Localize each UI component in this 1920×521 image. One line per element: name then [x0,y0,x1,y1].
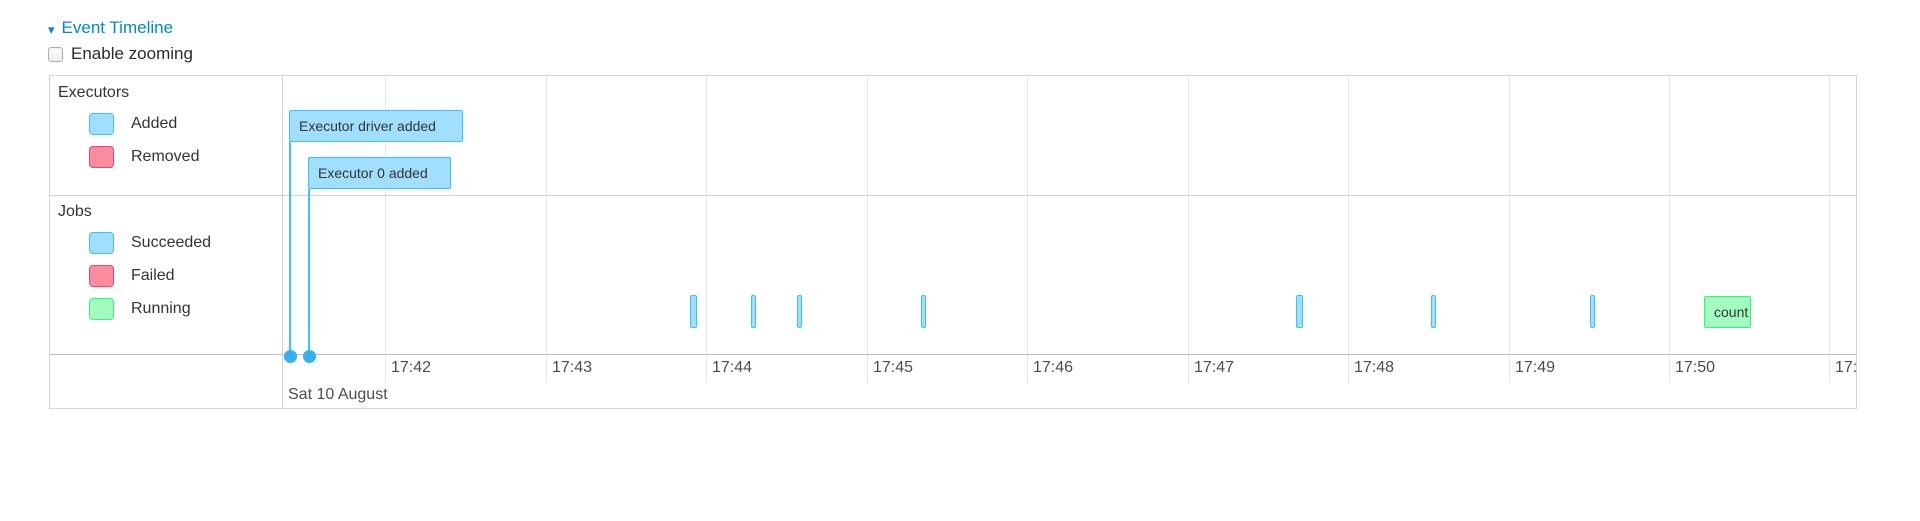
legend-item-label: Failed [131,267,175,284]
timeline-panel: Executors Added Removed Jobs Succeeded Failed… [49,75,1857,409]
job-event-bar[interactable] [1430,295,1436,328]
legend-item-running: Running [89,298,281,320]
running-job-box[interactable]: count [1704,296,1751,328]
job-event-bar[interactable] [750,295,756,328]
time-tick-label: 17:42 [391,359,432,376]
time-tick-label: 17:51 [1835,359,1857,376]
executor-event-line [308,189,310,356]
time-tick-label: 17:46 [1033,359,1074,376]
legend-swatch-running [89,298,114,320]
time-gridline [1188,76,1189,383]
executor-event-dot [283,349,297,363]
time-gridline [546,76,547,383]
legend-group-title: Executors [58,84,130,101]
executor-event-dot [302,349,316,363]
legend-item-added: Added [89,113,281,135]
event-timeline-toggle[interactable]: ▾ Event Timeline [48,18,173,38]
legend-item-label: Added [131,115,178,132]
time-tick-label: 17:50 [1675,359,1716,376]
time-tick-label: 17:45 [873,359,914,376]
job-event-bar[interactable] [920,295,926,328]
job-event-bar[interactable] [689,295,697,328]
time-gridline [1027,76,1028,383]
time-tick-label: 17:43 [552,359,593,376]
enable-zooming-label: Enable zooming [71,44,193,63]
time-axis-line [50,354,1856,355]
executor-event-line [289,142,291,356]
job-event-bar[interactable] [796,295,802,328]
axis-date-label: Sat 10 August [288,386,388,403]
time-tick-label: 17:47 [1194,359,1235,376]
legend-item-label: Running [131,300,191,317]
group-divider [50,195,1856,196]
time-gridline [1509,76,1510,383]
legend-swatch-succeeded [89,232,114,254]
legend-item-removed: Removed [89,146,281,168]
legend-group-title: Jobs [58,203,92,220]
time-gridline [706,76,707,383]
legend-swatch-failed [89,265,114,287]
legend-item-label: Succeeded [131,234,212,251]
legend-item-succeeded: Succeeded [89,232,281,254]
time-tick-label: 17:44 [712,359,753,376]
enable-zooming-checkbox[interactable] [48,46,63,62]
legend-item-label: Removed [131,148,200,165]
executor-event-box[interactable]: Executor driver added [289,110,463,142]
legend-swatch-succeeded [89,113,114,135]
time-gridline [1669,76,1670,383]
legend-group-jobs: Jobs Succeeded Failed Running [50,195,281,320]
legend-item-failed: Failed [89,265,281,287]
collapse-triangle-icon: ▾ [48,21,55,37]
time-tick-label: 17:49 [1515,359,1556,376]
enable-zooming-control[interactable]: Enable zooming [48,44,193,64]
section-title: Event Timeline [61,18,174,37]
legend-swatch-failed [89,146,114,168]
time-gridline [867,76,868,383]
time-gridline [385,76,386,383]
time-gridline [1829,76,1830,383]
legend-group-executors: Executors Added Removed [50,76,281,168]
job-event-bar[interactable] [1589,295,1595,328]
job-event-bar[interactable] [1295,295,1303,328]
time-gridline [1348,76,1349,383]
time-tick-label: 17:48 [1354,359,1395,376]
label-column-divider [282,76,283,408]
executor-event-box[interactable]: Executor 0 added [308,157,451,189]
